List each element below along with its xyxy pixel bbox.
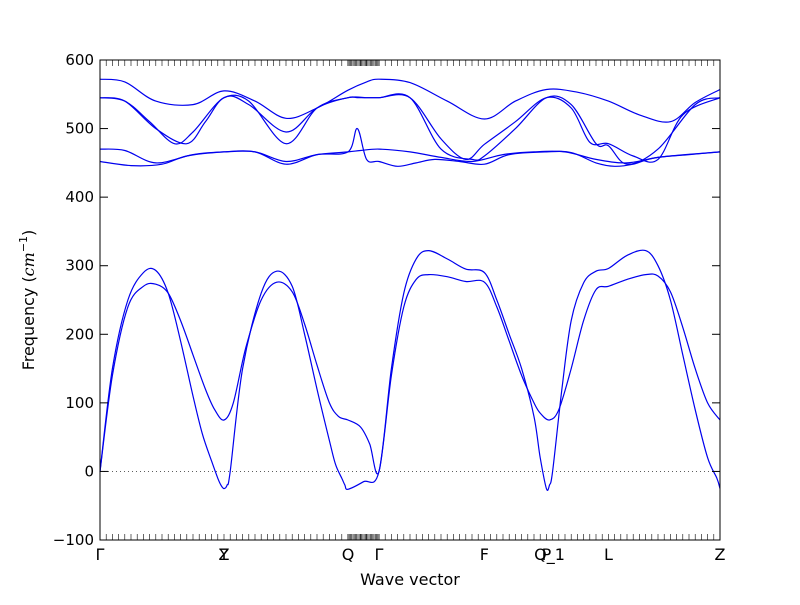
phonon-band-4 bbox=[99, 148, 721, 164]
y-tick-label: 600 bbox=[65, 51, 94, 69]
x-tick-label: Z bbox=[219, 545, 230, 564]
y-axis-label-unit: cm bbox=[19, 252, 38, 276]
phonon-band-7 bbox=[99, 273, 721, 475]
phonon-band-2 bbox=[99, 94, 721, 163]
y-tick-label: 500 bbox=[65, 120, 94, 138]
y-axis-label: Frequency (cm−1) bbox=[17, 230, 38, 371]
phonon-band-3 bbox=[99, 93, 721, 165]
y-tick-label: 200 bbox=[65, 325, 94, 343]
y-tick-label: 100 bbox=[65, 394, 94, 412]
band-lines bbox=[99, 78, 721, 491]
y-tick-label: 0 bbox=[84, 462, 94, 480]
y-tick-label: 400 bbox=[65, 188, 94, 206]
x-tick-label: P bbox=[542, 545, 552, 564]
x-tick-label: F bbox=[480, 545, 489, 564]
plot-frame bbox=[99, 59, 721, 541]
x-tick-label: Z bbox=[715, 545, 726, 564]
y-axis: −100 0 100 200 300 400 500 600 bbox=[53, 51, 720, 549]
x-tick-label: Γ bbox=[96, 545, 105, 564]
x-axis: Γ YZ Q Γ F PQ_1 L Z bbox=[96, 545, 726, 565]
y-axis-label-close: ) bbox=[19, 230, 38, 236]
phonon-band-5 bbox=[99, 127, 721, 167]
phonon-band-1 bbox=[99, 78, 721, 123]
x-tick-label: Q_1 bbox=[534, 545, 565, 565]
minor-ticks bbox=[99, 60, 721, 540]
y-axis-label-exponent: −1 bbox=[17, 236, 30, 252]
phonon-band-6 bbox=[99, 249, 721, 491]
y-tick-label: −100 bbox=[53, 531, 94, 549]
y-axis-label-text: Frequency ( bbox=[19, 276, 38, 370]
x-tick-label: Γ bbox=[375, 545, 384, 564]
x-tick-label: Y bbox=[218, 545, 229, 564]
y-tick-label: 300 bbox=[65, 257, 94, 275]
x-tick-label: Q bbox=[342, 545, 355, 564]
x-axis-label: Wave vector bbox=[360, 570, 460, 589]
x-tick-label: L bbox=[604, 545, 613, 564]
